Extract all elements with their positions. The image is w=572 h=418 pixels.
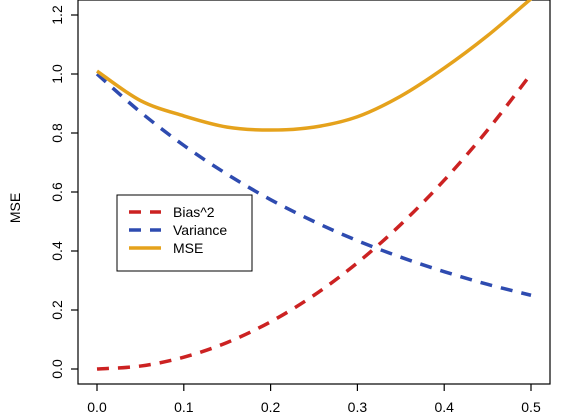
x-tick-label: 0.1 — [174, 399, 194, 415]
y-tick-label: 0.6 — [49, 182, 65, 202]
x-tick-label: 0.0 — [87, 399, 107, 415]
x-tick-label: 0.4 — [434, 399, 454, 415]
y-tick-label: 0.8 — [49, 123, 65, 143]
series-layer — [97, 0, 531, 369]
legend-label: Variance — [173, 222, 227, 238]
y-tick-label: 0.4 — [49, 241, 65, 261]
x-tick-label: 0.3 — [348, 399, 368, 415]
legend-label: MSE — [173, 240, 203, 256]
plot-frame — [78, 0, 550, 384]
legend: Bias^2 Variance MSE — [117, 195, 252, 271]
x-tick-label: 0.5 — [521, 399, 541, 415]
series-line-mse — [97, 0, 531, 130]
y-tick-label: 1.0 — [49, 64, 65, 84]
y-tick-label: 0.2 — [49, 300, 65, 320]
legend-label: Bias^2 — [173, 204, 215, 220]
x-tick-label: 0.2 — [261, 399, 281, 415]
y-tick-label: 0.0 — [49, 359, 65, 379]
y-axis-label: MSE — [7, 193, 23, 223]
y-tick-label: 1.2 — [49, 5, 65, 25]
